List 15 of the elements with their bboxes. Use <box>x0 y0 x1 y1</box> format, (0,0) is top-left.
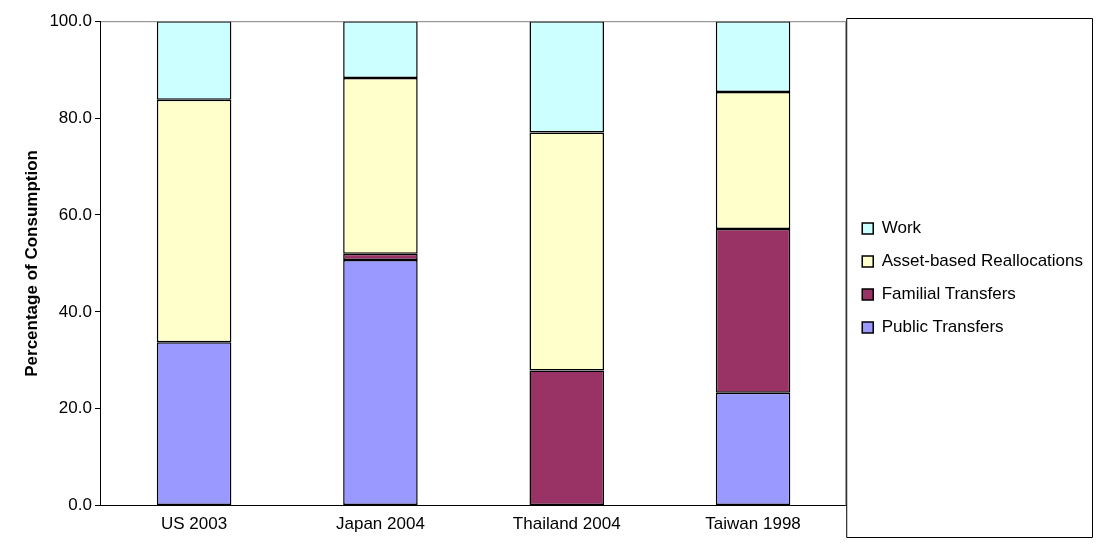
y-tick-label: 100.0 <box>49 10 92 30</box>
y-tick-label: 80.0 <box>58 107 92 127</box>
y-tick-label: 60.0 <box>58 204 92 224</box>
y-tick-label: 0.0 <box>68 495 92 515</box>
x-tick-label: Japan 2004 <box>335 514 425 534</box>
y-tick-label: 40.0 <box>58 301 92 321</box>
y-axis-title: Percentage of Consumption <box>21 150 41 377</box>
legend-label: Familial Transfers <box>881 284 1016 304</box>
legend-label: Public Transfers <box>881 317 1004 337</box>
x-tick-label: Thailand 2004 <box>512 514 621 534</box>
y-tick-label: 20.0 <box>58 398 92 418</box>
x-tick-label: US 2003 <box>161 514 228 534</box>
x-tick-label: Taiwan 1998 <box>705 514 801 534</box>
legend-label: Work <box>881 218 922 238</box>
legend-label: Asset-based Reallocations <box>881 251 1083 271</box>
